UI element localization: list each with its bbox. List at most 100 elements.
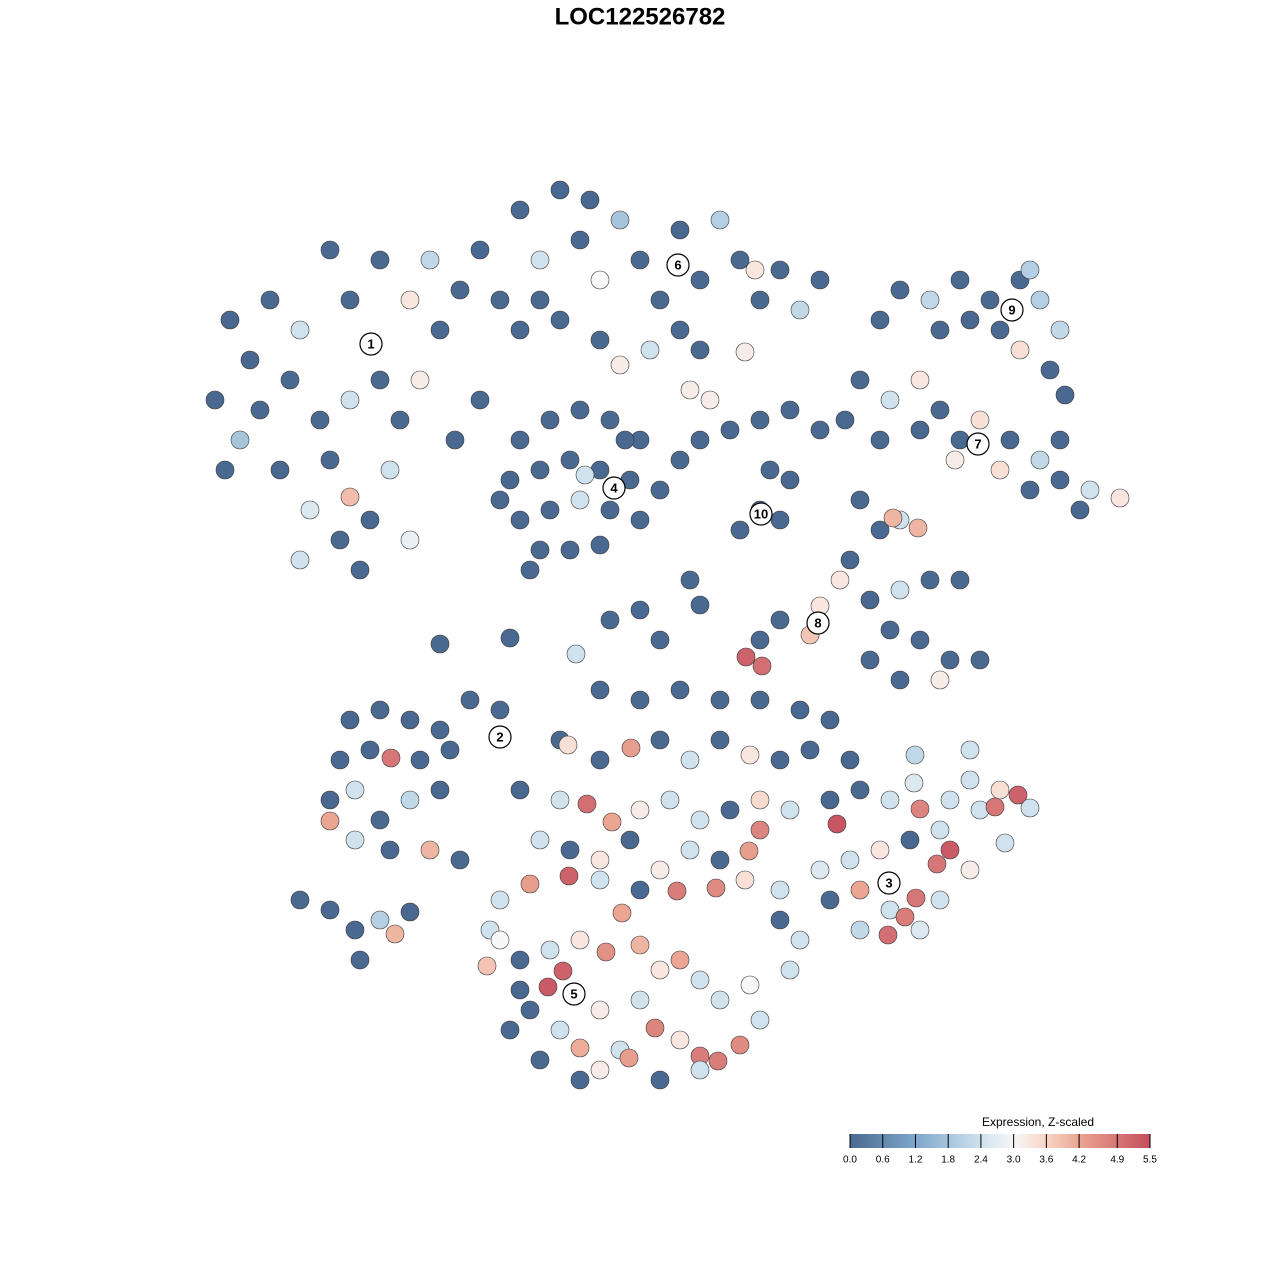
point bbox=[740, 975, 760, 995]
point bbox=[700, 390, 720, 410]
point bbox=[630, 880, 650, 900]
point bbox=[1020, 480, 1040, 500]
point bbox=[950, 430, 970, 450]
point bbox=[850, 490, 870, 510]
point bbox=[880, 390, 900, 410]
point bbox=[360, 510, 380, 530]
point bbox=[752, 656, 772, 676]
point bbox=[985, 797, 1005, 817]
point bbox=[790, 930, 810, 950]
point bbox=[400, 530, 420, 550]
point bbox=[330, 750, 350, 770]
point bbox=[345, 780, 365, 800]
legend: Expression, Z-scaled 0.0 0.6 1.2 1.8 2.4 3.0 3… bbox=[843, 1115, 1157, 1165]
point bbox=[550, 310, 570, 330]
point bbox=[600, 410, 620, 430]
point bbox=[950, 570, 970, 590]
point bbox=[280, 370, 300, 390]
point bbox=[770, 910, 790, 930]
point bbox=[370, 370, 390, 390]
point bbox=[390, 410, 410, 430]
point bbox=[910, 370, 930, 390]
point bbox=[820, 710, 840, 730]
point bbox=[690, 595, 710, 615]
point bbox=[990, 460, 1010, 480]
point bbox=[650, 480, 670, 500]
point bbox=[750, 290, 770, 310]
point bbox=[995, 833, 1015, 853]
point bbox=[710, 730, 730, 750]
point bbox=[870, 840, 890, 860]
point bbox=[590, 330, 610, 350]
point bbox=[440, 740, 460, 760]
point bbox=[790, 700, 810, 720]
point bbox=[910, 920, 930, 940]
point bbox=[450, 280, 470, 300]
point bbox=[630, 800, 650, 820]
point bbox=[350, 950, 370, 970]
cluster-badge bbox=[666, 253, 690, 277]
point bbox=[840, 550, 860, 570]
colorbar-tick-label: 0.0 bbox=[843, 1155, 857, 1166]
point bbox=[510, 980, 530, 1000]
point bbox=[739, 841, 759, 861]
point bbox=[550, 180, 570, 200]
point bbox=[910, 420, 930, 440]
point bbox=[927, 854, 947, 874]
point bbox=[1050, 470, 1070, 490]
point bbox=[820, 890, 840, 910]
point bbox=[810, 270, 830, 290]
cluster-badge bbox=[966, 432, 990, 456]
point bbox=[750, 820, 770, 840]
point bbox=[320, 450, 340, 470]
cluster-label: 10 bbox=[754, 506, 768, 521]
point bbox=[910, 630, 930, 650]
point bbox=[600, 610, 620, 630]
point bbox=[215, 460, 235, 480]
point bbox=[810, 860, 830, 880]
point bbox=[910, 799, 930, 819]
point bbox=[940, 840, 960, 860]
point bbox=[490, 490, 510, 510]
point bbox=[477, 956, 497, 976]
point bbox=[490, 930, 510, 950]
point bbox=[575, 465, 595, 485]
point bbox=[770, 880, 790, 900]
point bbox=[960, 740, 980, 760]
point bbox=[770, 610, 790, 630]
point bbox=[630, 690, 650, 710]
point bbox=[860, 650, 880, 670]
point bbox=[370, 810, 390, 830]
point bbox=[670, 450, 690, 470]
point bbox=[400, 902, 420, 922]
cluster-label: 5 bbox=[570, 986, 577, 1001]
point bbox=[904, 773, 924, 793]
point bbox=[850, 920, 870, 940]
point bbox=[619, 1048, 639, 1068]
point bbox=[385, 924, 405, 944]
point bbox=[470, 390, 490, 410]
point bbox=[600, 500, 620, 520]
point bbox=[940, 650, 960, 670]
point bbox=[650, 1070, 670, 1090]
point bbox=[260, 290, 280, 310]
point bbox=[400, 290, 420, 310]
point bbox=[750, 690, 770, 710]
cluster-badge bbox=[602, 476, 626, 500]
cluster-label: 2 bbox=[496, 729, 503, 744]
point bbox=[370, 250, 390, 270]
point bbox=[630, 935, 650, 955]
point bbox=[760, 460, 780, 480]
point bbox=[220, 310, 240, 330]
point bbox=[660, 790, 680, 810]
point bbox=[340, 290, 360, 310]
point bbox=[945, 450, 965, 470]
point bbox=[780, 470, 800, 490]
point bbox=[320, 811, 340, 831]
point bbox=[460, 690, 480, 710]
point bbox=[970, 650, 990, 670]
point bbox=[980, 290, 1000, 310]
point bbox=[1000, 430, 1020, 450]
point bbox=[510, 950, 530, 970]
point bbox=[906, 888, 926, 908]
